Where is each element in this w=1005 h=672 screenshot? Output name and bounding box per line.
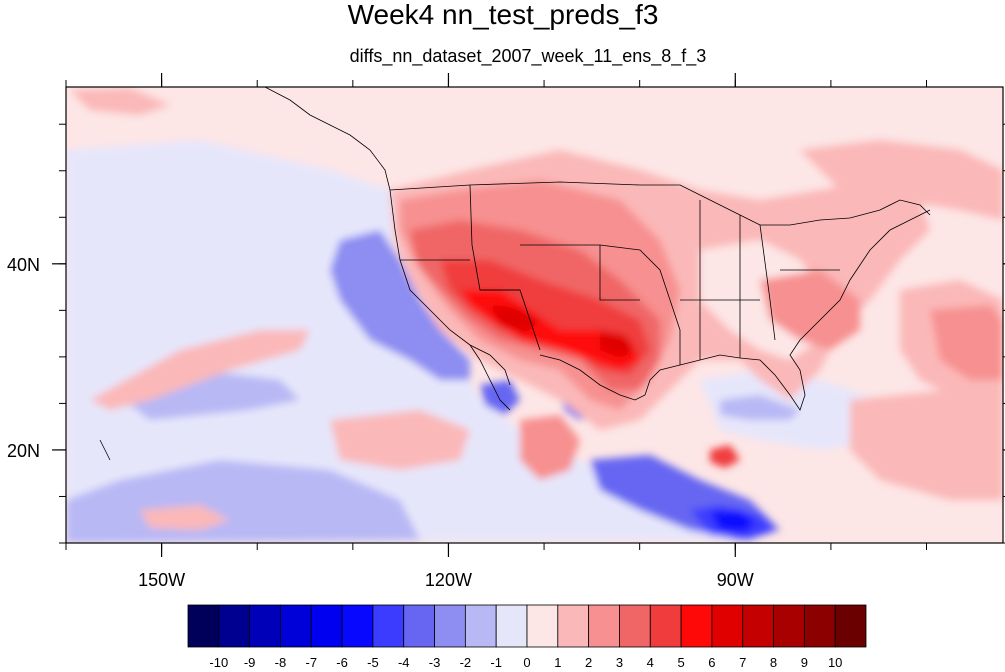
colorbar-swatch [526, 604, 559, 648]
colorbar-label: 10 [828, 655, 842, 670]
colorbar-label: 7 [739, 655, 746, 670]
colorbar-swatch [834, 604, 867, 648]
colorbar-swatch [557, 604, 590, 648]
colorbar-swatch [280, 604, 312, 648]
colorbar-label: 6 [708, 655, 715, 670]
colorbar-label: 9 [801, 655, 808, 670]
colorbar-swatch [341, 604, 374, 648]
colorbar-swatch [773, 604, 805, 648]
colorbar-label: -7 [305, 655, 317, 670]
colorbar-swatch [187, 604, 220, 648]
colorbar-label: -9 [244, 655, 256, 670]
colorbar-swatch [588, 604, 620, 648]
colorbar-label: 0 [523, 655, 530, 670]
axis-ticks: 150W 120W 90W 40N 20N [7, 73, 1005, 590]
map-subtitle: diffs_nn_dataset_2007_week_11_ens_8_f_3 [350, 46, 707, 67]
colorbar-label: 1 [554, 655, 561, 670]
colorbar-swatch [649, 604, 682, 648]
colorbar-swatch [803, 604, 836, 648]
map-frame [65, 86, 1004, 544]
colorbar-label: 5 [677, 655, 684, 670]
colorbar-label: 2 [585, 655, 592, 670]
colorbar-label: -4 [398, 655, 410, 670]
colorbar-label: 3 [616, 655, 623, 670]
y-tick-label: 40N [7, 255, 40, 275]
colorbar-swatch [310, 604, 343, 648]
colorbar-label: 4 [647, 655, 654, 670]
map-title: Week4 nn_test_preds_f3 [348, 0, 659, 30]
colorbar: -10 -9 -8 -7 -6 -5 -4 -3 -2 -1 0 1 2 3 4 5 6 7 8 9 10 [187, 604, 867, 670]
x-tick-label: 90W [717, 570, 754, 590]
colorbar-swatch [372, 604, 405, 648]
colorbar-label: -5 [367, 655, 379, 670]
y-tick-label: 20N [7, 441, 40, 461]
anomaly-field [66, 88, 1003, 543]
colorbar-swatch [464, 604, 497, 648]
colorbar-swatch [434, 604, 466, 648]
map-plot-area: 150W 120W 90W 40N 20N [7, 73, 1005, 590]
colorbar-swatch [495, 604, 528, 648]
colorbar-label: -6 [336, 655, 348, 670]
colorbar-swatch [619, 604, 651, 648]
colorbar-swatch [218, 604, 251, 648]
coastlines [99, 87, 931, 461]
x-tick-label: 150W [138, 570, 185, 590]
colorbar-swatch [711, 604, 744, 648]
colorbar-label: -2 [460, 655, 472, 670]
colorbar-label: -1 [490, 655, 502, 670]
colorbar-swatch [742, 604, 774, 648]
colorbar-label: -3 [429, 655, 441, 670]
colorbar-swatch [249, 604, 281, 648]
x-tick-label: 120W [425, 570, 472, 590]
colorbar-swatch [680, 604, 713, 648]
colorbar-label: -8 [275, 655, 287, 670]
colorbar-swatch [403, 604, 435, 648]
colorbar-label: -10 [209, 655, 228, 670]
colorbar-label: 8 [770, 655, 777, 670]
